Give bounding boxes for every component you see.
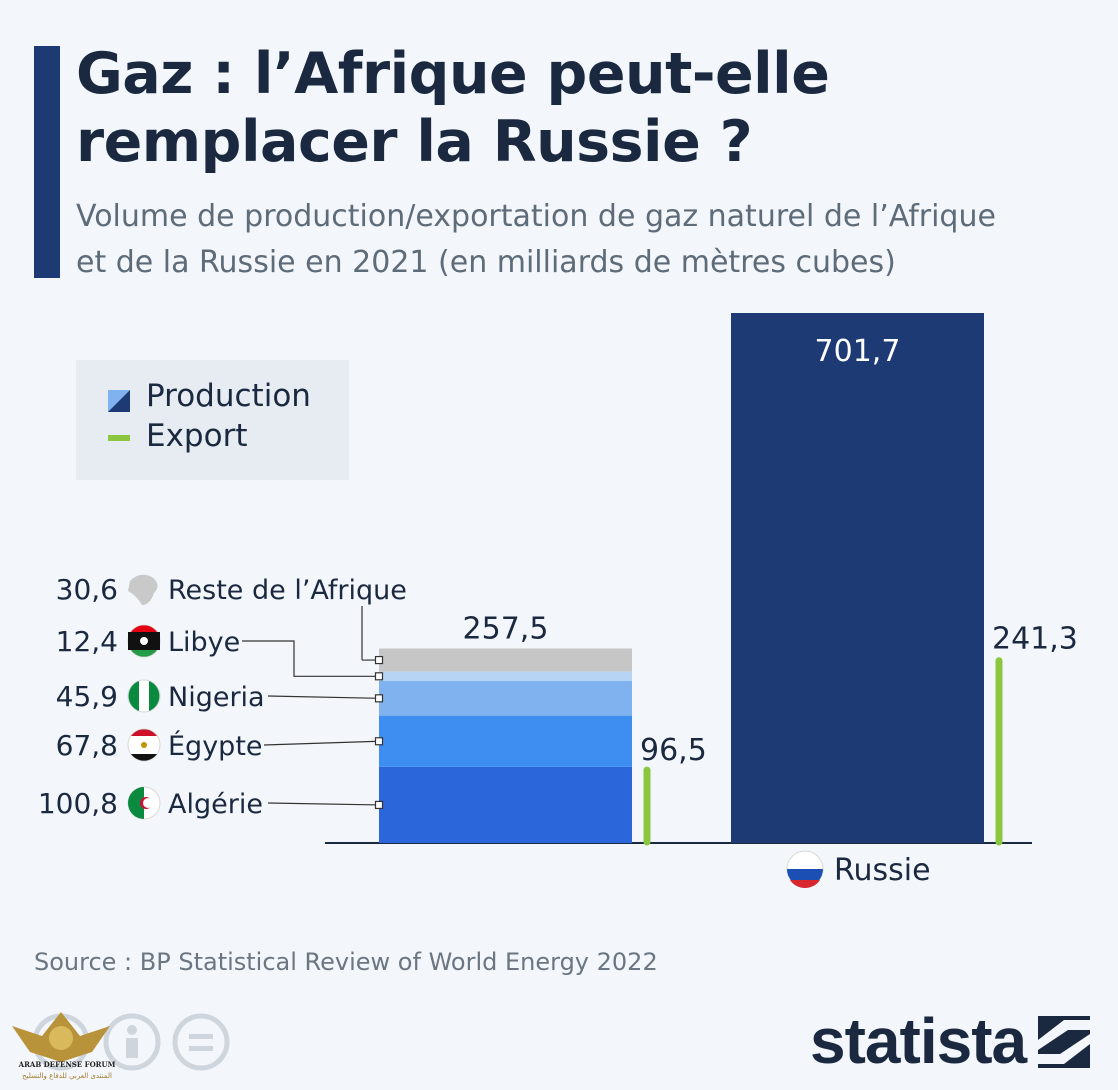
africa-value-label-0: 100,8 <box>38 787 118 820</box>
page-title: Gaz : l’Afrique peut-elle remplacer la R… <box>76 40 1096 176</box>
subtitle-line-1: Volume de production/exportation de gaz … <box>76 199 996 234</box>
statista-logo-text: statista <box>810 1005 1027 1077</box>
gas-chart: 257,5 96,5 701,7 241,3 Russie 100,8 Algérie 67,… <box>38 313 1078 889</box>
algeria-flag-green <box>128 787 144 819</box>
nigeria-flag-green-left <box>128 681 139 711</box>
africa-export-label: 96,5 <box>640 733 707 768</box>
arab-defense-forum-logo <box>12 1012 110 1062</box>
export-swatch-icon <box>108 435 130 441</box>
russia-flag-red <box>790 880 820 889</box>
legend-production-label: Production <box>146 378 311 414</box>
russia-production-bar <box>731 313 984 843</box>
connector-marker-4 <box>374 655 384 665</box>
connector-line-1 <box>263 740 380 746</box>
watermark-text-1: ARAB DEFENSE FORUM <box>18 1060 116 1069</box>
subtitle-line-2: et de la Russie en 2021 (en milliards de… <box>76 245 896 280</box>
africa-value-label-3: 12,4 <box>56 625 118 658</box>
africa-production-total-label: 257,5 <box>463 612 549 647</box>
africa-value-label-1: 67,8 <box>56 729 118 762</box>
nigeria-flag-green-right <box>149 681 160 711</box>
russia-export-label: 241,3 <box>992 622 1078 657</box>
title-accent-bar <box>34 46 60 278</box>
connector-marker-2 <box>374 694 384 703</box>
africa-bar-segment-3 <box>379 671 632 681</box>
egypt-flag-red <box>131 729 157 736</box>
watermark-text-2: المنتدى العربي للدفاع والتسليح <box>22 1072 112 1080</box>
africa-country-label-0: Algérie <box>168 789 263 820</box>
connector-marker-0 <box>374 800 384 810</box>
africa-bar-segment-1 <box>379 715 632 767</box>
africa-value-label-4: 30,6 <box>56 573 118 606</box>
africa-country-label-3: Libye <box>168 627 240 658</box>
russia-production-label: 701,7 <box>815 334 901 369</box>
statista-logo-icon <box>1038 1016 1090 1068</box>
egypt-flag-black <box>131 754 157 761</box>
watermark <box>12 1012 230 1071</box>
egypt-flag-eagle <box>141 742 147 748</box>
connector-marker-1 <box>374 737 384 746</box>
no-derivatives-icon <box>172 1013 230 1071</box>
legend-export-label: Export <box>146 418 248 454</box>
africa-bar-segment-0 <box>379 766 632 843</box>
connector-marker-3 <box>374 672 384 681</box>
attribution-icon <box>103 1013 161 1071</box>
africa-value-label-2: 45,9 <box>56 680 118 713</box>
africa-bar-segment-4 <box>379 648 632 672</box>
title-line-1: Gaz : l’Afrique peut-elle <box>76 41 830 107</box>
source-note: Source : BP Statistical Review of World … <box>34 948 658 976</box>
africa-bar-segment-2 <box>379 680 632 716</box>
legend: Production Export <box>76 360 349 480</box>
africa-country-label-4: Reste de l’Afrique <box>168 575 407 606</box>
connector-line-0 <box>267 802 380 806</box>
libya-flag-crescent <box>140 637 148 645</box>
title-line-2: remplacer la Russie ? <box>76 109 753 175</box>
algeria-flag-crescent-cut <box>143 798 153 808</box>
chart-subtitle: Volume de production/exportation de gaz … <box>76 194 1106 286</box>
connector-line-3 <box>242 640 379 677</box>
africa-map-icon <box>128 574 158 605</box>
africa-country-label-2: Nigeria <box>168 682 265 713</box>
africa-country-label-1: Égypte <box>168 730 263 762</box>
libya-flag-green <box>131 650 157 657</box>
connector-line-2 <box>267 695 380 699</box>
production-swatch-icon <box>108 390 130 412</box>
russia-category-label: Russie <box>834 853 931 888</box>
libya-flag-red <box>131 625 157 632</box>
